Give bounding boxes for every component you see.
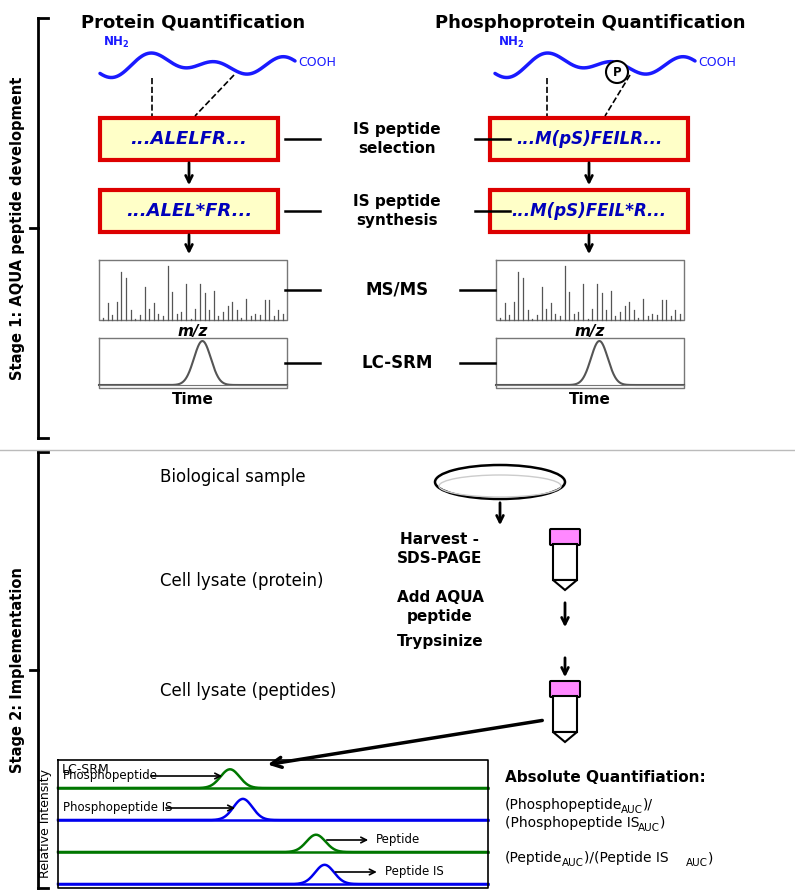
Ellipse shape <box>435 465 565 499</box>
Text: m/z: m/z <box>575 324 605 339</box>
Text: AUC: AUC <box>686 858 708 868</box>
Text: ...M(pS)FEILR...: ...M(pS)FEILR... <box>516 130 662 148</box>
Text: Phosphopeptide: Phosphopeptide <box>63 770 158 782</box>
FancyBboxPatch shape <box>490 118 688 160</box>
Text: Absolute Quantifiation:: Absolute Quantifiation: <box>505 770 706 785</box>
Text: Peptide IS: Peptide IS <box>385 866 444 878</box>
Text: Relative Intensity: Relative Intensity <box>40 770 52 878</box>
Text: ): ) <box>660 816 665 830</box>
Text: LC-SRM: LC-SRM <box>361 354 432 372</box>
Polygon shape <box>553 580 577 590</box>
FancyBboxPatch shape <box>553 696 577 732</box>
Text: (Phosphopeptide: (Phosphopeptide <box>505 798 622 812</box>
Text: (Peptide: (Peptide <box>505 851 563 865</box>
Text: COOH: COOH <box>298 56 335 70</box>
Polygon shape <box>553 732 577 742</box>
Text: Protein Quantification: Protein Quantification <box>81 14 305 32</box>
Text: COOH: COOH <box>698 56 736 70</box>
Text: Add AQUA
peptide: Add AQUA peptide <box>397 590 483 624</box>
Text: Trypsinize: Trypsinize <box>397 634 483 649</box>
Text: (Phosphopeptide IS: (Phosphopeptide IS <box>505 816 639 830</box>
Text: ...ALELFR...: ...ALELFR... <box>130 130 247 148</box>
Text: Biological sample: Biological sample <box>160 468 305 486</box>
Text: Phosphoprotein Quantification: Phosphoprotein Quantification <box>435 14 745 32</box>
Text: $\bf{NH_2}$: $\bf{NH_2}$ <box>498 35 525 50</box>
Text: IS peptide
synthesis: IS peptide synthesis <box>353 194 440 228</box>
Text: AUC: AUC <box>638 823 660 833</box>
Text: MS/MS: MS/MS <box>366 281 429 299</box>
Text: Cell lysate (protein): Cell lysate (protein) <box>160 572 324 590</box>
FancyBboxPatch shape <box>100 190 278 232</box>
Text: Stage 1: AQUA peptide development: Stage 1: AQUA peptide development <box>10 76 25 380</box>
Text: Stage 2: Implementation: Stage 2: Implementation <box>10 567 25 773</box>
FancyBboxPatch shape <box>550 681 580 697</box>
FancyBboxPatch shape <box>550 529 580 545</box>
Text: Phosphopeptide IS: Phosphopeptide IS <box>63 802 173 814</box>
Text: LC-SRM: LC-SRM <box>62 763 110 776</box>
Text: AUC: AUC <box>621 805 643 815</box>
Text: )/(Peptide IS: )/(Peptide IS <box>584 851 669 865</box>
FancyBboxPatch shape <box>553 544 577 580</box>
Text: IS peptide
selection: IS peptide selection <box>353 122 440 156</box>
Text: )/: )/ <box>643 798 653 812</box>
Text: P: P <box>613 65 622 79</box>
FancyBboxPatch shape <box>100 118 278 160</box>
FancyBboxPatch shape <box>58 824 488 856</box>
FancyBboxPatch shape <box>58 792 488 824</box>
Text: AUC: AUC <box>562 858 584 868</box>
Text: ): ) <box>708 851 713 865</box>
Text: Cell lysate (peptides): Cell lysate (peptides) <box>160 682 336 700</box>
Text: Time: Time <box>172 392 214 407</box>
FancyBboxPatch shape <box>490 190 688 232</box>
Text: Peptide: Peptide <box>376 833 421 847</box>
Text: $\bf{NH_2}$: $\bf{NH_2}$ <box>103 35 130 50</box>
Text: ...M(pS)FEIL*R...: ...M(pS)FEIL*R... <box>511 202 666 220</box>
FancyBboxPatch shape <box>58 856 488 888</box>
FancyBboxPatch shape <box>58 760 488 792</box>
Text: Harvest -
SDS-PAGE: Harvest - SDS-PAGE <box>398 532 483 565</box>
Circle shape <box>606 61 628 83</box>
Text: ...ALEL*FR...: ...ALEL*FR... <box>126 202 252 220</box>
Text: m/z: m/z <box>178 324 208 339</box>
Text: Time: Time <box>569 392 611 407</box>
